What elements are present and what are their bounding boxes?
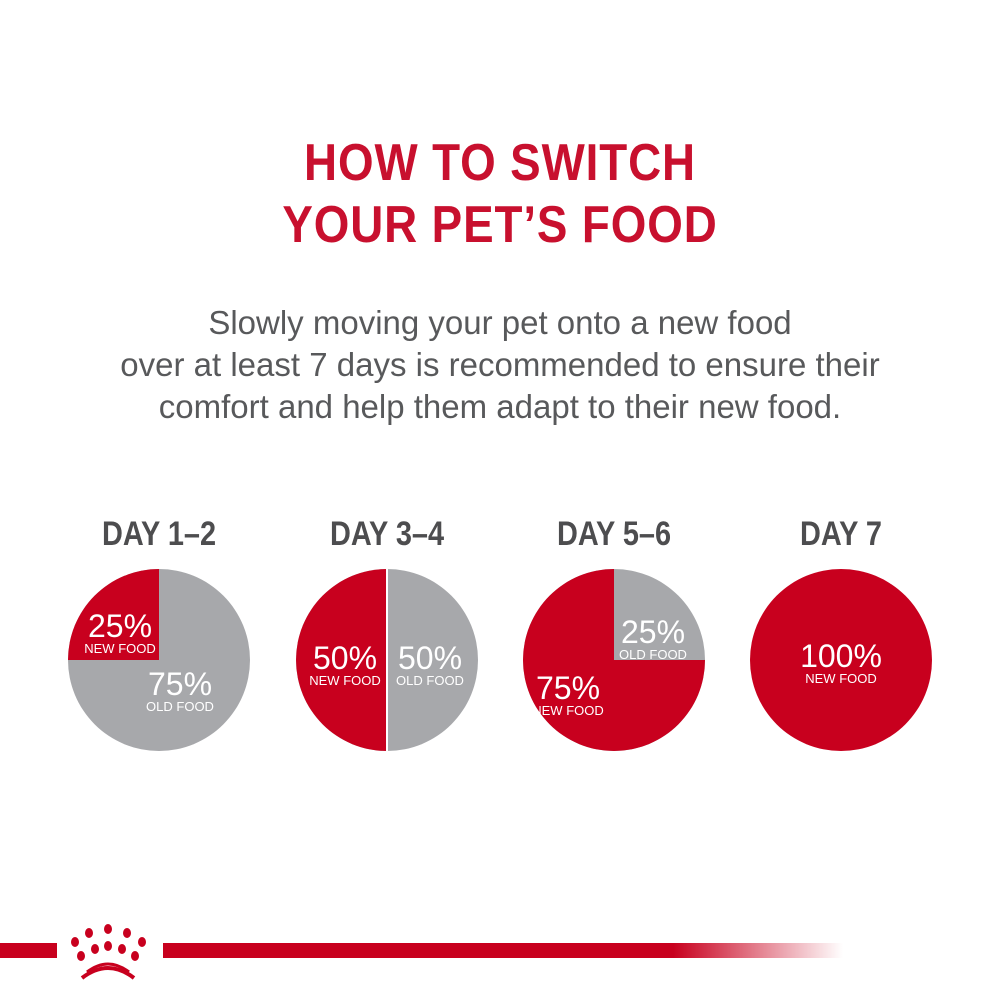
pie-slice-new-food <box>523 569 705 751</box>
pie-percent-label: 25% <box>621 614 685 650</box>
day-title-4: DAY 7 <box>800 515 882 553</box>
subtitle: Slowly moving your pet onto a new food o… <box>0 302 1000 428</box>
bottom-bar-right <box>163 943 843 958</box>
pie-slice-label: NEW FOOD <box>84 641 156 656</box>
day-title-2: DAY 3–4 <box>329 515 445 553</box>
subtitle-line-1: Slowly moving your pet onto a new food <box>208 304 792 341</box>
pie-slice-label: NEW FOOD <box>309 673 381 688</box>
pie-slice-label: NEW FOOD <box>805 671 877 686</box>
royal-canin-crown-logo <box>71 924 146 980</box>
pie-slice-label: OLD FOOD <box>146 699 214 714</box>
pie-percent-label: 75% <box>148 666 212 702</box>
day-title-1: DAY 1–2 <box>101 515 217 553</box>
pie-slice-old-food <box>750 569 932 751</box>
pie-percent-label: 50% <box>398 640 462 676</box>
pie-percent-label: 75% <box>536 670 600 706</box>
subtitle-line-3: comfort and help them adapt to their new… <box>158 388 842 425</box>
subtitle-line-2: over at least 7 days is recommended to e… <box>120 346 880 383</box>
day-title-3: DAY 5–6 <box>556 515 672 553</box>
pie-slice-new-food <box>68 569 159 660</box>
pie-slice-label: OLD FOOD <box>396 673 464 688</box>
bottom-bar-left <box>0 943 57 958</box>
page-title: HOW TO SWITCH YOUR PET’S FOOD <box>60 132 940 256</box>
pie-percent-label: 50% <box>313 640 377 676</box>
pie-slice-label: NEW FOOD <box>532 703 604 718</box>
title-line-2: YOUR PET’S FOOD <box>282 196 718 254</box>
pie-slice-new-food <box>296 569 387 751</box>
pie-percent-label: 25% <box>88 608 152 644</box>
pie-percent-label: 100% <box>800 638 882 674</box>
pie-slice-label: OLD FOOD <box>619 647 687 662</box>
title-line-1: HOW TO SWITCH <box>304 134 696 192</box>
